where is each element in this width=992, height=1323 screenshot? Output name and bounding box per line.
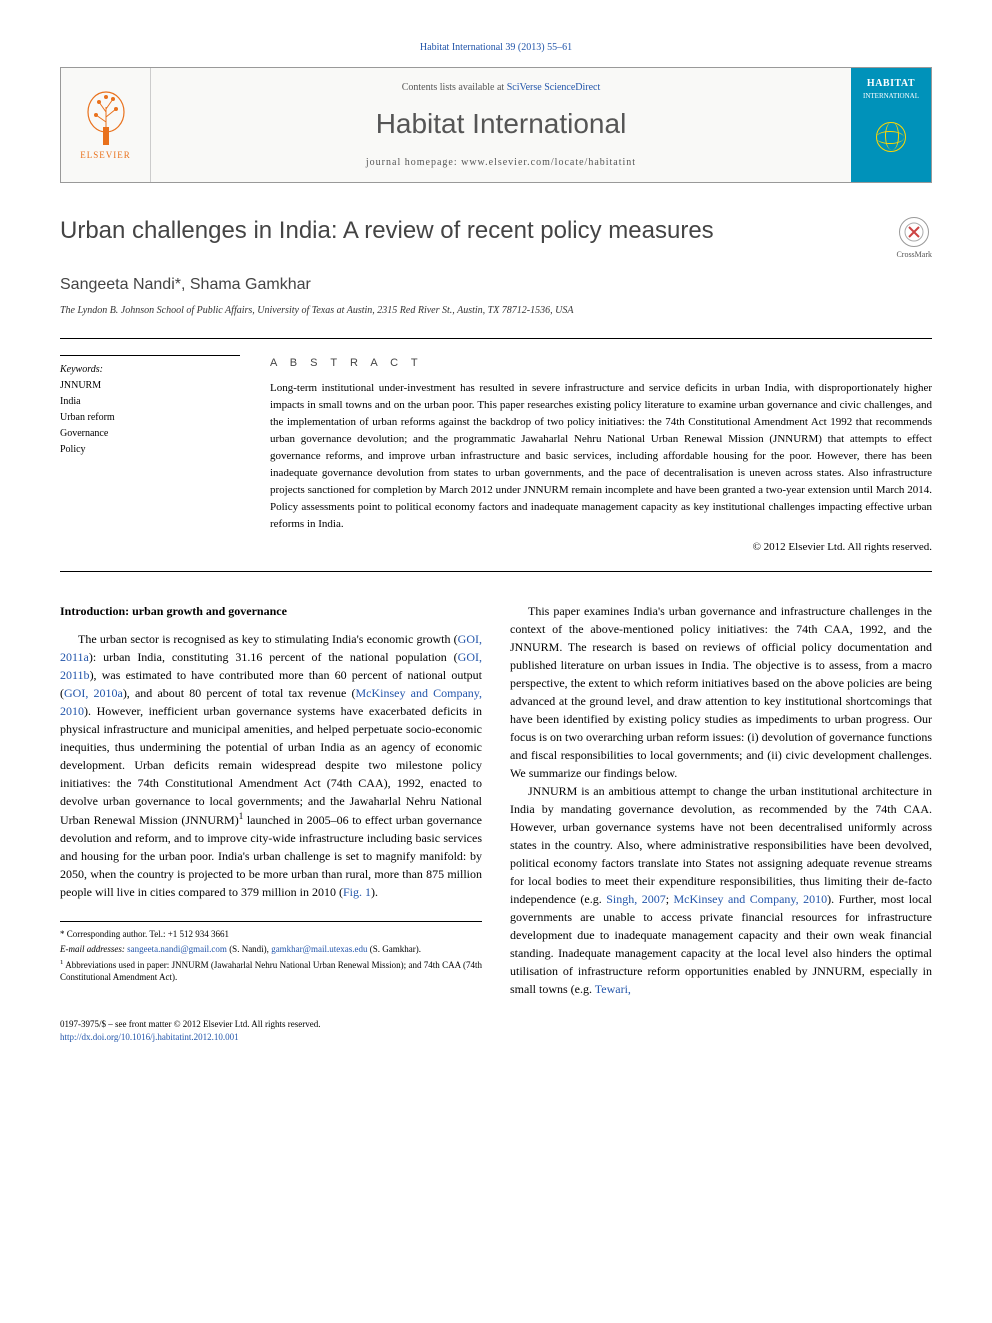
body-paragraph: The urban sector is recognised as key to…: [60, 630, 482, 901]
keyword-item: Policy: [60, 442, 240, 458]
journal-center: Contents lists available at SciVerse Sci…: [151, 68, 851, 182]
title-row: Urban challenges in India: A review of r…: [60, 213, 932, 261]
crossmark-label: CrossMark: [896, 249, 932, 261]
abstract-copyright: © 2012 Elsevier Ltd. All rights reserved…: [270, 539, 932, 556]
email-link[interactable]: gamkhar@mail.utexas.edu: [271, 944, 367, 954]
keywords-label: Keywords:: [60, 362, 240, 378]
footnote-1: 1 Abbreviations used in paper: JNNURM (J…: [60, 958, 482, 984]
figure-link[interactable]: Fig. 1: [343, 885, 371, 899]
footnotes-block: * Corresponding author. Tel.: +1 512 934…: [60, 921, 482, 983]
cover-subtitle: INTERNATIONAL: [863, 91, 919, 102]
email-link[interactable]: sangeeta.nandi@gmail.com: [127, 944, 227, 954]
corresponding-author: * Corresponding author. Tel.: +1 512 934…: [60, 928, 482, 941]
section-heading-intro: Introduction: urban growth and governanc…: [60, 602, 482, 620]
sciencedirect-link[interactable]: SciVerse ScienceDirect: [507, 82, 601, 93]
elsevier-tree-icon: [81, 87, 131, 147]
journal-box: ELSEVIER Contents lists available at Sci…: [60, 67, 932, 183]
divider-bottom: [60, 571, 932, 572]
keyword-item: Urban reform: [60, 410, 240, 426]
header-citation: Habitat International 39 (2013) 55–61: [60, 40, 932, 55]
elsevier-label: ELSEVIER: [80, 149, 131, 163]
citation-link[interactable]: GOI, 2010a: [64, 686, 123, 700]
keyword-item: Governance: [60, 426, 240, 442]
journal-homepage: journal homepage: www.elsevier.com/locat…: [171, 155, 831, 170]
crossmark-icon: [899, 217, 929, 247]
citation-link[interactable]: McKinsey and Company, 2010: [674, 892, 828, 906]
body-paragraph: This paper examines India's urban govern…: [510, 602, 932, 782]
meta-abstract-row: Keywords: JNNURM India Urban reform Gove…: [60, 355, 932, 555]
abstract-text: Long-term institutional under-investment…: [270, 380, 932, 533]
citation-link[interactable]: Tewari,: [595, 982, 631, 996]
crossmark-badge[interactable]: CrossMark: [896, 217, 932, 261]
abstract-heading: A B S T R A C T: [270, 355, 932, 372]
keywords-block: Keywords: JNNURM India Urban reform Gove…: [60, 355, 240, 555]
globe-icon: [876, 122, 906, 152]
contents-prefix: Contents lists available at: [402, 82, 507, 93]
homepage-url: www.elsevier.com/locate/habitatint: [461, 157, 636, 168]
footer-block: 0197-3975/$ – see front matter © 2012 El…: [60, 1018, 932, 1043]
contents-line: Contents lists available at SciVerse Sci…: [171, 80, 831, 95]
journal-cover: HABITAT INTERNATIONAL: [851, 68, 931, 182]
article-title: Urban challenges in India: A review of r…: [60, 213, 876, 249]
citation-link[interactable]: Singh, 2007: [606, 892, 665, 906]
body-paragraph: JNNURM is an ambitious attempt to change…: [510, 782, 932, 998]
body-columns: Introduction: urban growth and governanc…: [60, 602, 932, 998]
email-addresses: E-mail addresses: sangeeta.nandi@gmail.c…: [60, 943, 482, 956]
citation-link[interactable]: Habitat International 39 (2013) 55–61: [420, 42, 572, 53]
doi-link[interactable]: http://dx.doi.org/10.1016/j.habitatint.2…: [60, 1032, 239, 1042]
issn-line: 0197-3975/$ – see front matter © 2012 El…: [60, 1018, 932, 1031]
divider-top: [60, 338, 932, 339]
journal-name: Habitat International: [171, 103, 831, 145]
keyword-item: JNNURM: [60, 378, 240, 394]
elsevier-logo-block: ELSEVIER: [61, 68, 151, 182]
abstract-block: A B S T R A C T Long-term institutional …: [270, 355, 932, 555]
affiliation: The Lyndon B. Johnson School of Public A…: [60, 303, 932, 318]
authors: Sangeeta Nandi*, Shama Gamkhar: [60, 273, 932, 297]
homepage-prefix: journal homepage:: [366, 157, 461, 168]
keyword-item: India: [60, 394, 240, 410]
cover-title: HABITAT: [867, 76, 915, 91]
